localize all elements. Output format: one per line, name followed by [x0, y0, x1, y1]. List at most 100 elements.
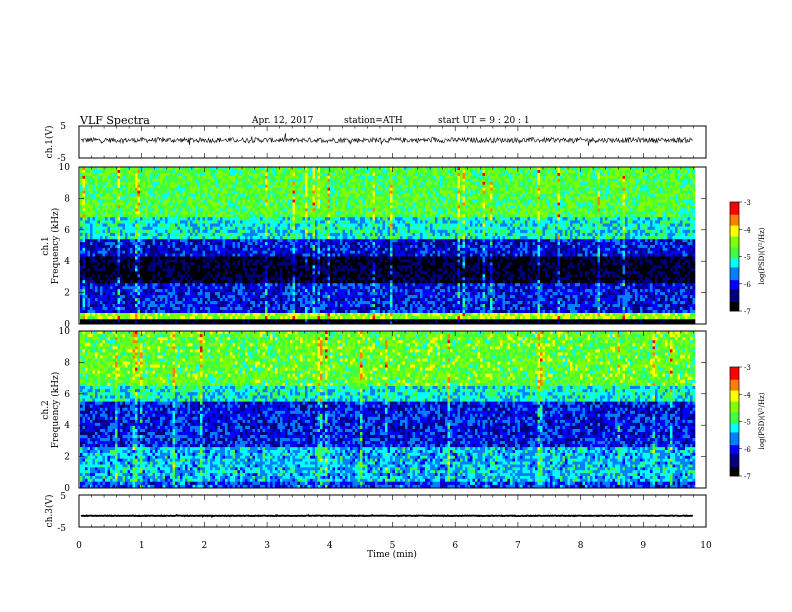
spectrogram-cell — [80, 313, 83, 316]
spectrogram-cell — [135, 208, 138, 211]
spectrogram-cell — [118, 248, 121, 251]
spectrogram-cell — [238, 292, 241, 295]
spectrogram-cell — [270, 194, 273, 197]
spectrogram-cell — [225, 257, 228, 260]
spectrogram-cell — [113, 205, 116, 208]
spectrogram-cell — [263, 176, 266, 179]
spectrogram-cell — [260, 283, 263, 286]
spectrogram-cell — [128, 271, 131, 274]
spectrogram-cell — [123, 211, 126, 214]
spectrogram-cell — [125, 208, 128, 211]
spectrogram-cell — [295, 236, 298, 239]
spectrogram-cell — [258, 298, 261, 301]
spectrogram-cell — [290, 220, 293, 223]
spectrogram-cell — [233, 205, 236, 208]
spectrogram-cell — [143, 298, 146, 301]
spectrogram-cell — [153, 224, 156, 227]
spectrogram-cell — [173, 173, 176, 176]
spectrogram-cell — [123, 265, 126, 268]
spectrogram-cell — [298, 316, 301, 319]
spectrogram-cell — [145, 227, 148, 230]
spectrogram-cell — [308, 295, 311, 298]
spectrogram-cell — [190, 310, 193, 313]
spectrogram-cell — [100, 203, 103, 206]
spectrogram-cell — [173, 254, 176, 257]
spectrogram-cell — [145, 194, 148, 197]
spectrogram-cell — [133, 185, 136, 188]
spectrogram-cell — [250, 280, 253, 283]
spectrogram-cell — [165, 251, 168, 254]
spectrogram-cell — [238, 307, 241, 310]
spectrogram-cell — [145, 319, 148, 322]
spectrogram-cell — [203, 265, 206, 268]
spectrogram-cell — [165, 239, 168, 242]
spectrogram-cell — [193, 304, 196, 307]
spectrogram-cell — [185, 257, 188, 260]
spectrogram-cell — [128, 179, 131, 182]
spectrogram-cell — [203, 211, 206, 214]
spectrogram-cell — [265, 251, 268, 254]
spectrogram-cell — [185, 268, 188, 271]
spectrogram-cell — [240, 298, 243, 301]
spectrogram-cell — [145, 283, 148, 286]
spectrogram-cell — [258, 176, 261, 179]
spectrogram-cell — [170, 239, 173, 242]
spectrogram-cell — [268, 319, 271, 322]
spectrogram-cell — [290, 262, 293, 265]
spectrogram-cell — [270, 179, 273, 182]
spectrogram-cell — [163, 274, 166, 277]
spectrogram-cell — [148, 245, 151, 248]
spectrogram-cell — [160, 248, 163, 251]
spectrogram-cell — [138, 208, 141, 211]
spectrogram-cell — [110, 217, 113, 220]
spectrogram-cell — [193, 298, 196, 301]
spectrogram-cell — [108, 173, 111, 176]
spectrogram-cell — [298, 211, 301, 214]
spectrogram-cell — [180, 214, 183, 217]
spectrogram-cell — [265, 211, 268, 214]
spectrogram-cell — [298, 298, 301, 301]
spectrogram-cell — [110, 319, 113, 322]
spectrogram-cell — [253, 227, 256, 230]
spectrogram-cell — [190, 248, 193, 251]
spectrogram-cell — [108, 220, 111, 223]
spectrogram-cell — [175, 239, 178, 242]
spectrogram-cell — [105, 170, 108, 173]
spectrogram-cell — [300, 310, 303, 313]
spectrogram-cell — [203, 179, 206, 182]
spectrogram-cell — [290, 176, 293, 179]
spectrogram-cell — [118, 242, 121, 245]
spectrogram-cell — [148, 260, 151, 263]
spectrogram-cell — [90, 307, 93, 310]
spectrogram-cell — [295, 170, 298, 173]
spectrogram-cell — [230, 316, 233, 319]
spectrogram-cell — [158, 217, 161, 220]
spectrogram-cell — [173, 265, 176, 268]
spectrogram-cell — [130, 280, 133, 283]
spectrogram-cell — [128, 289, 131, 292]
spectrogram-cell — [178, 265, 181, 268]
spectrogram-cell — [95, 313, 98, 316]
spectrogram-cell — [178, 286, 181, 289]
spectrogram-cell — [228, 236, 231, 239]
spectrogram-cell — [278, 289, 281, 292]
spectrogram-cell — [275, 274, 278, 277]
spectrogram-cell — [203, 230, 206, 233]
spectrogram-cell — [285, 301, 288, 304]
spectrogram-cell — [285, 224, 288, 227]
spectrogram-cell — [263, 292, 266, 295]
spectrogram-cell — [203, 217, 206, 220]
spectrogram-cell — [203, 173, 206, 176]
spectrogram-cell — [175, 233, 178, 236]
spectrogram-cell — [230, 170, 233, 173]
station-label: station=ATH — [344, 116, 403, 126]
spectrogram-cell — [128, 274, 131, 277]
spectrogram-cell — [180, 254, 183, 257]
spectrogram-cell — [223, 286, 226, 289]
spectrogram-cell — [235, 185, 238, 188]
spectrogram-cell — [118, 310, 121, 313]
spectrogram-cell — [233, 211, 236, 214]
spectrogram-cell — [140, 274, 143, 277]
spectrogram-cell — [265, 304, 268, 307]
spectrogram-cell — [203, 289, 206, 292]
